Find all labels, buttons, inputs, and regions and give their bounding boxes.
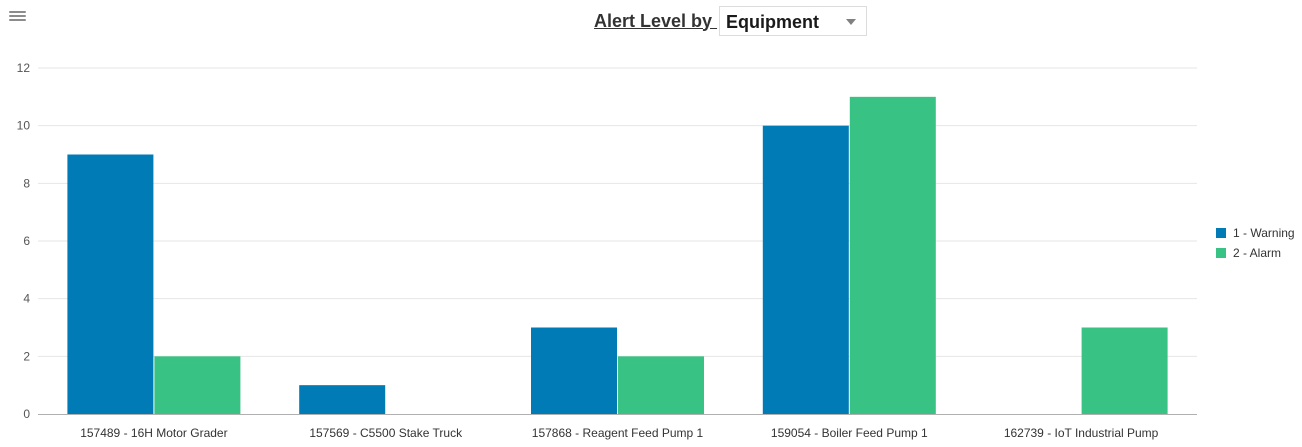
- y-tick-label: 0: [23, 407, 30, 421]
- chevron-down-icon: [846, 19, 857, 25]
- group-by-select[interactable]: Equipment: [719, 6, 868, 36]
- legend-swatch: [1216, 228, 1226, 238]
- bar-warning[interactable]: [299, 385, 386, 414]
- legend-label: 2 - Alarm: [1233, 246, 1282, 260]
- chart-title: Alert Level by Equipment: [594, 6, 868, 36]
- chart-legend: 1 - Warning 2 - Alarm: [1216, 223, 1295, 263]
- x-tick-label: 157489 - 16H Motor Grader: [80, 426, 227, 440]
- group-by-selected-value: Equipment: [726, 12, 820, 32]
- bar-alarm[interactable]: [1081, 327, 1168, 415]
- y-tick-label: 4: [23, 292, 30, 306]
- x-tick-label: 159054 - Boiler Feed Pump 1: [771, 426, 928, 440]
- bar-alarm[interactable]: [849, 96, 936, 414]
- menu-icon[interactable]: [9, 10, 27, 24]
- y-tick-label: 2: [23, 349, 30, 363]
- legend-swatch: [1216, 248, 1226, 258]
- legend-label: 1 - Warning: [1233, 226, 1295, 240]
- y-tick-label: 6: [23, 234, 30, 248]
- bar-alarm[interactable]: [154, 356, 241, 414]
- legend-item[interactable]: 1 - Warning: [1216, 223, 1295, 243]
- legend-item[interactable]: 2 - Alarm: [1216, 243, 1295, 263]
- bar-warning[interactable]: [531, 327, 617, 415]
- chart-title-text: Alert Level by: [594, 10, 718, 31]
- y-tick-label: 10: [17, 119, 31, 133]
- bar-alarm[interactable]: [618, 356, 704, 414]
- x-tick-label: 157868 - Reagent Feed Pump 1: [532, 426, 704, 440]
- x-tick-label: 162739 - IoT Industrial Pump: [1004, 426, 1159, 440]
- y-tick-label: 8: [23, 176, 30, 190]
- bar-warning[interactable]: [67, 154, 154, 415]
- x-tick-label: 157569 - C5500 Stake Truck: [309, 426, 463, 440]
- bar-warning[interactable]: [762, 125, 849, 415]
- y-tick-label: 12: [17, 61, 31, 75]
